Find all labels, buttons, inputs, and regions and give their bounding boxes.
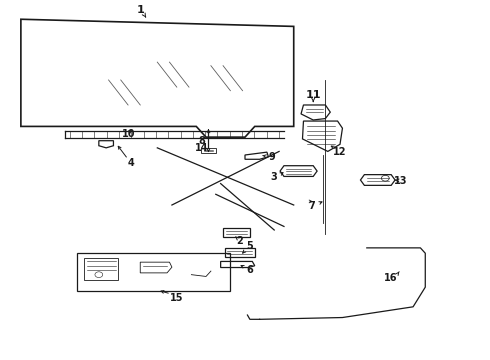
Text: 14: 14 [196, 143, 209, 153]
Text: 5: 5 [246, 241, 253, 251]
Text: 13: 13 [394, 176, 408, 186]
Text: 11: 11 [305, 90, 321, 100]
Text: 3: 3 [270, 172, 277, 182]
Text: 9: 9 [269, 152, 275, 162]
Text: 8: 8 [198, 136, 206, 146]
Text: 1: 1 [136, 5, 144, 15]
Text: 16: 16 [385, 273, 398, 283]
Text: 7: 7 [309, 201, 316, 211]
Text: 15: 15 [170, 293, 184, 303]
Text: 6: 6 [246, 265, 253, 275]
Text: 10: 10 [122, 129, 136, 139]
Text: 4: 4 [127, 158, 134, 168]
Text: 2: 2 [236, 237, 243, 247]
Text: 12: 12 [333, 147, 347, 157]
